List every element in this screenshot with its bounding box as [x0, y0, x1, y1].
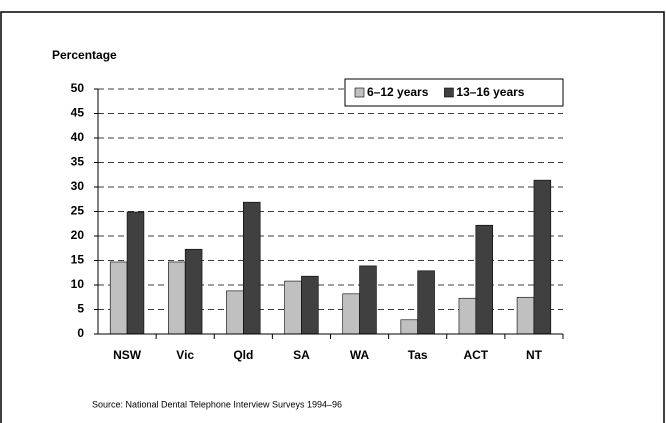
- legend-box: [344, 78, 564, 107]
- x-tick-label: WA: [350, 348, 370, 362]
- legend-label: 6–12 years: [367, 85, 429, 99]
- y-tick-label: 10: [71, 277, 85, 291]
- x-tick-label: Vic: [176, 348, 194, 362]
- bar: [109, 261, 128, 335]
- bar: [184, 248, 203, 335]
- x-tick-label: NSW: [113, 348, 142, 362]
- bar: [516, 296, 535, 335]
- bar: [359, 265, 377, 335]
- y-tick-label: 5: [77, 302, 84, 316]
- y-tick-label: 0: [77, 326, 84, 340]
- y-tick-label: 40: [71, 130, 85, 144]
- x-tick-label: ACT: [463, 348, 488, 362]
- y-tick-label: 25: [71, 204, 85, 218]
- x-tick-label: Qld: [233, 348, 253, 362]
- y-tick-label: 50: [71, 81, 85, 95]
- bar: [243, 201, 261, 335]
- x-tick-label: SA: [293, 348, 310, 362]
- bar: [168, 261, 186, 335]
- bar: [458, 297, 477, 335]
- bar: [342, 293, 360, 335]
- y-tick-label: 15: [71, 253, 85, 267]
- x-tick-label: NT: [526, 348, 543, 362]
- y-tick-label: 35: [71, 155, 85, 169]
- x-tick-label: Tas: [408, 348, 428, 362]
- legend-swatch: [444, 87, 454, 98]
- bar: [226, 290, 244, 335]
- bar: [400, 319, 418, 335]
- legend-swatch: [354, 87, 365, 98]
- source-note: Source: National Dental Telephone Interv…: [92, 399, 342, 409]
- bar: [533, 179, 552, 335]
- legend-label: 13–16 years: [456, 85, 524, 99]
- bar: [417, 270, 435, 335]
- y-tick-label: 30: [71, 179, 85, 193]
- bar: [126, 211, 145, 335]
- y-tick-label: 45: [71, 106, 85, 120]
- bar: [475, 224, 493, 335]
- y-tick-label: 20: [71, 228, 85, 242]
- bar: [284, 280, 302, 335]
- bar: [301, 275, 319, 335]
- y-axis-label: Percentage: [52, 48, 117, 62]
- frame: [0, 11, 665, 423]
